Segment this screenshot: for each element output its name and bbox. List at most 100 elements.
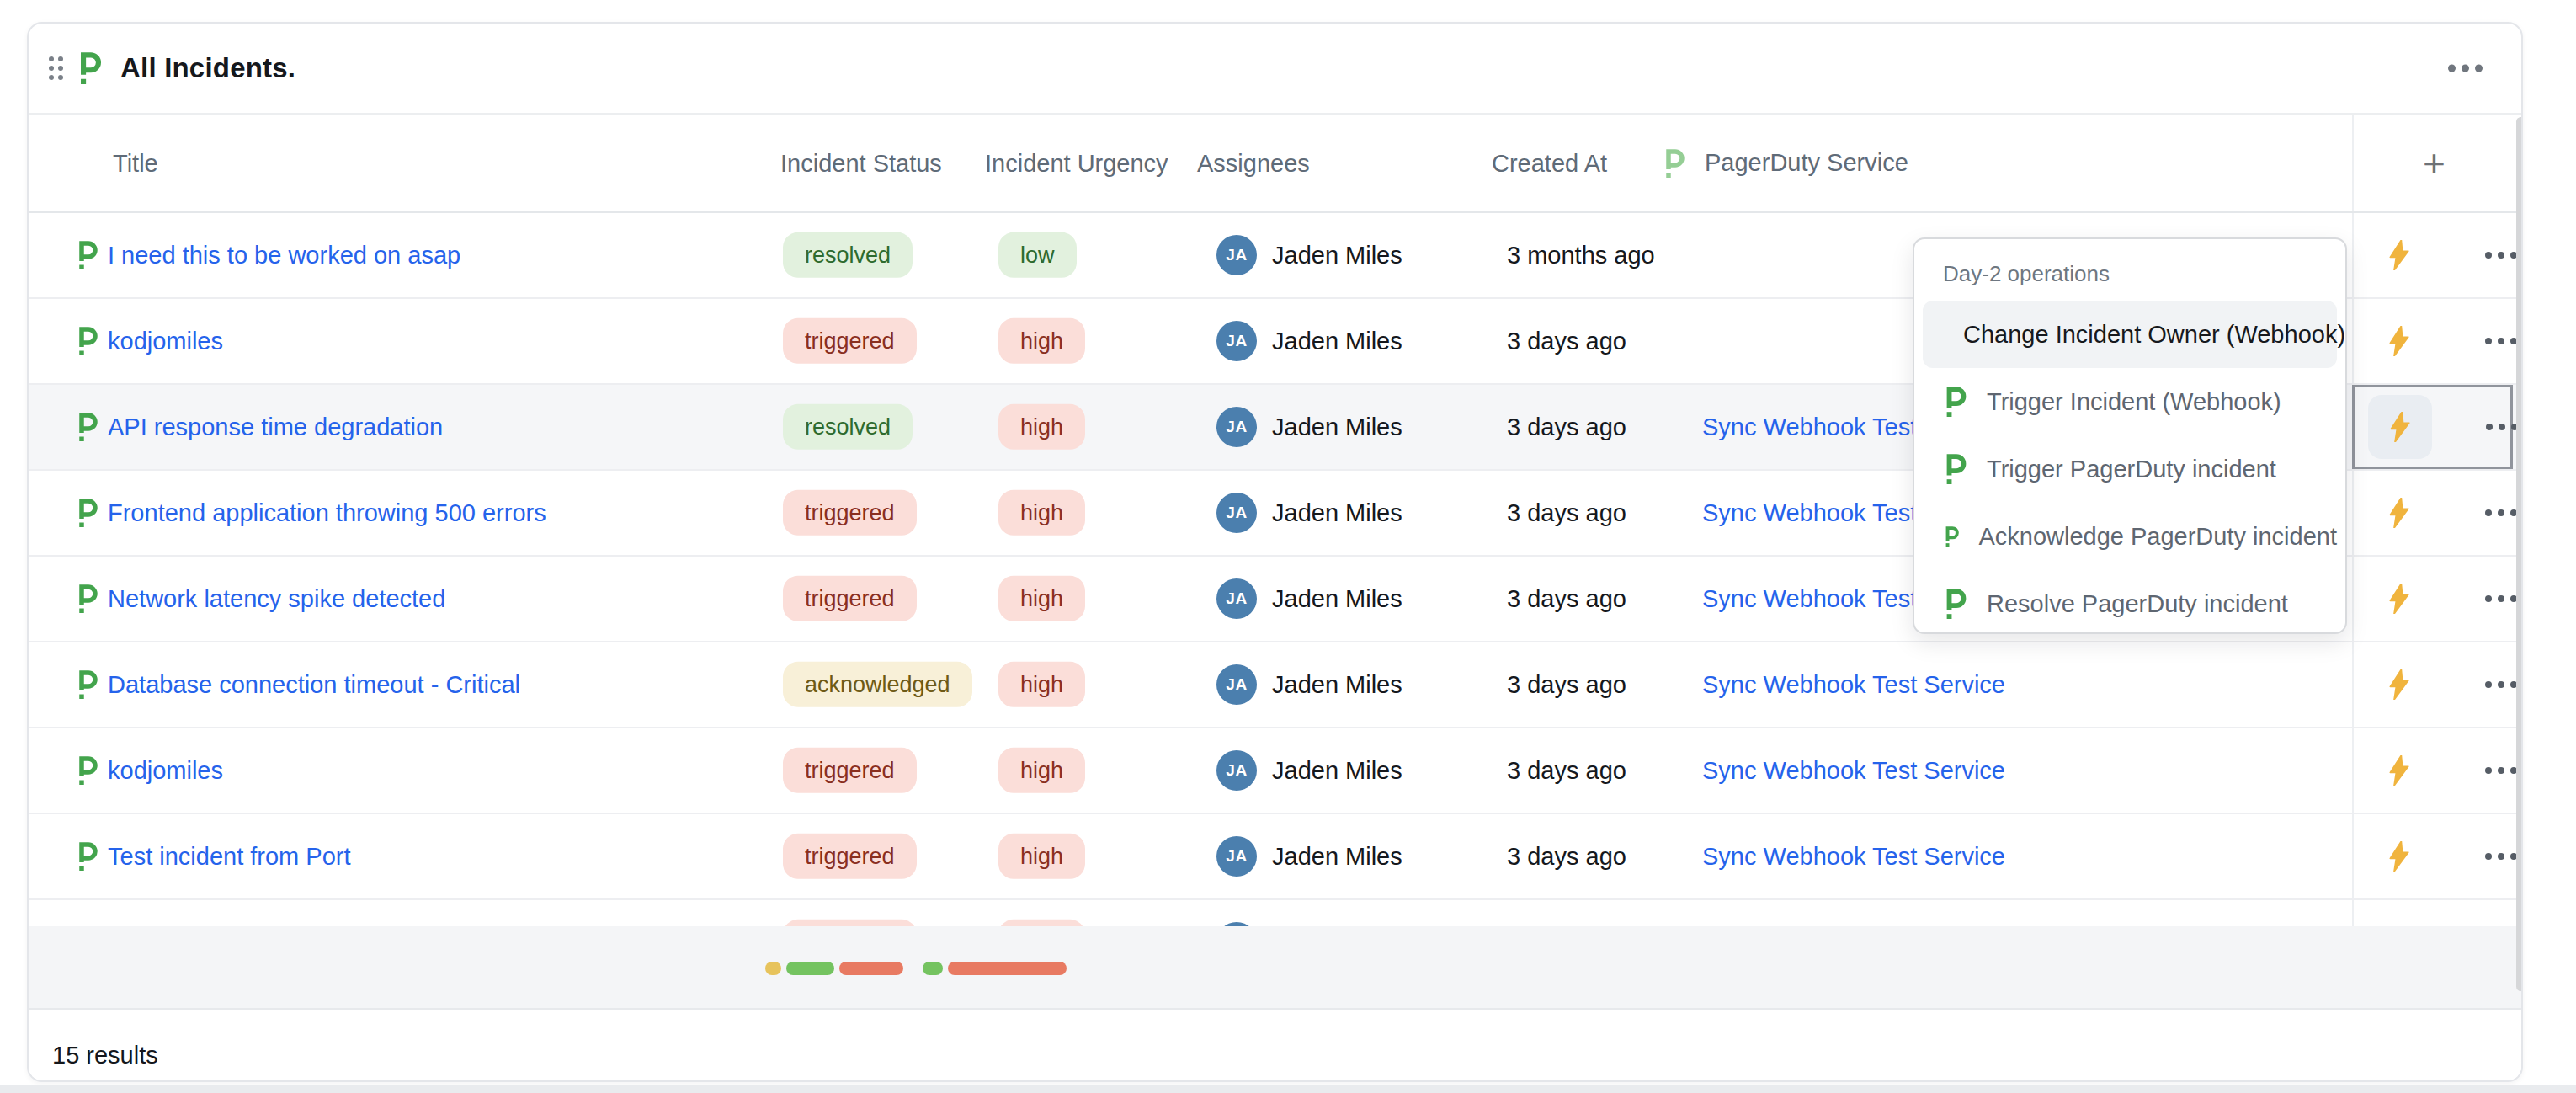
incident-urgency-cell: high xyxy=(998,748,1085,793)
run-action-button[interactable] xyxy=(2367,824,2431,888)
run-action-button[interactable] xyxy=(2367,653,2431,717)
column-header-assignees[interactable]: Assignees xyxy=(1197,149,1310,177)
pagerduty-service-link[interactable]: Sync Webhook Test Service xyxy=(1702,757,2005,785)
urgency-badge: high xyxy=(998,404,1085,450)
incident-title-link[interactable]: kodjomiles xyxy=(108,757,223,785)
created-at: 3 days ago xyxy=(1507,671,1626,699)
incident-title-link[interactable]: I need this to be worked on asap xyxy=(108,242,460,269)
pagerduty-service-link[interactable]: Sync Webhook Test Service xyxy=(1702,843,2005,871)
incident-urgency-cell: high xyxy=(998,490,1085,536)
incident-urgency-cell: high xyxy=(998,404,1085,450)
table-row[interactable]: kodjomiles triggered high JA Jaden Miles… xyxy=(29,728,2521,814)
incident-title-link[interactable]: Database connection timeout - Critical xyxy=(108,671,520,699)
lightning-bolt-icon xyxy=(2389,412,2411,442)
add-column-cell: + xyxy=(2352,115,2515,211)
widget-menu-button[interactable] xyxy=(2443,60,2488,77)
pagerduty-service-link[interactable]: Sync Webhook Test Service xyxy=(1702,671,2005,699)
menu-item-label: Trigger PagerDuty incident xyxy=(1987,456,2276,483)
distribution-pill xyxy=(923,962,943,975)
status-badge: triggered xyxy=(783,834,917,879)
column-header-created-at[interactable]: Created At xyxy=(1492,149,1607,177)
distribution-pill xyxy=(839,962,903,975)
created-at: 3 days ago xyxy=(1507,413,1626,441)
avatar: JA xyxy=(1216,750,1257,791)
incident-title-link[interactable]: Frontend application throwing 500 errors xyxy=(108,499,546,527)
menu-item-trigger-pagerduty-incident[interactable]: Trigger PagerDuty incident xyxy=(1923,435,2337,503)
row-actions-cell xyxy=(2352,642,2513,727)
table-row[interactable]: triggered high JA xyxy=(29,900,2521,926)
lightning-bolt-icon xyxy=(2388,841,2410,872)
status-badge: triggered xyxy=(783,576,917,621)
lightning-bolt-icon xyxy=(2388,498,2410,528)
assignees-cell: JA Jaden Miles xyxy=(1216,750,1402,791)
pagerduty-icon xyxy=(77,756,99,785)
incident-urgency-cell: high xyxy=(998,318,1085,364)
run-action-button[interactable] xyxy=(2368,395,2432,459)
menu-item-label: Acknowledge PagerDuty incident xyxy=(1978,523,2337,551)
incident-title-link[interactable]: Test incident from Port xyxy=(108,843,351,871)
run-action-button[interactable] xyxy=(2367,567,2431,631)
row-actions-cell xyxy=(2352,385,2513,469)
dashboard-canvas: All Incidents. Title Incident Status Inc… xyxy=(0,0,2576,1093)
vertical-scrollbar[interactable] xyxy=(2516,117,2523,991)
avatar: JA xyxy=(1216,493,1257,533)
avatar: JA xyxy=(1216,407,1257,447)
assignee-name: Jaden Miles xyxy=(1272,413,1402,441)
created-at: 3 days ago xyxy=(1507,499,1626,527)
row-actions-cell xyxy=(2352,471,2513,555)
column-header-pagerduty-service[interactable]: PagerDuty Service xyxy=(1664,149,1908,178)
run-action-button[interactable] xyxy=(2367,223,2431,287)
incident-urgency-cell: high xyxy=(998,920,1085,926)
run-action-button[interactable] xyxy=(2367,309,2431,373)
avatar: JA xyxy=(1216,664,1257,705)
widget-title: All Incidents. xyxy=(120,52,295,84)
assignee-name: Jaden Miles xyxy=(1272,757,1402,785)
summary-band xyxy=(29,926,2521,1010)
pagerduty-icon xyxy=(77,413,99,441)
row-actions-cell xyxy=(2352,299,2513,383)
pagerduty-icon xyxy=(77,842,99,871)
incident-status-cell: triggered xyxy=(783,834,917,879)
pagerduty-icon xyxy=(77,499,99,527)
run-action-button[interactable] xyxy=(2367,481,2431,545)
avatar: JA xyxy=(1216,578,1257,619)
lightning-bolt-icon xyxy=(2388,240,2410,270)
menu-item-change-incident-owner[interactable]: Change Incident Owner (Webhook) xyxy=(1923,301,2337,368)
menu-item-acknowledge-pagerduty-incident[interactable]: Acknowledge PagerDuty incident xyxy=(1923,503,2337,570)
table-row[interactable]: Test incident from Port triggered high J… xyxy=(29,814,2521,900)
drag-handle-icon[interactable] xyxy=(49,56,63,80)
avatar: JA xyxy=(1216,321,1257,361)
incident-title-link[interactable]: kodjomiles xyxy=(108,328,223,355)
widget-footer: 15 results xyxy=(29,1010,2521,1082)
incident-status-cell: triggered xyxy=(783,318,917,364)
menu-item-resolve-pagerduty-incident[interactable]: Resolve PagerDuty incident xyxy=(1923,570,2337,637)
incident-title-link[interactable]: Network latency spike detected xyxy=(108,585,445,613)
urgency-badge: high xyxy=(998,748,1085,793)
day2-operations-menu: Day-2 operations Change Incident Owner (… xyxy=(1913,237,2347,634)
incident-status-cell: triggered xyxy=(783,490,917,536)
pagerduty-icon xyxy=(1945,387,1968,417)
status-badge: triggered xyxy=(783,920,917,926)
assignees-cell: JA Jaden Miles xyxy=(1216,836,1402,877)
table-row[interactable]: Database connection timeout - Critical a… xyxy=(29,642,2521,728)
incident-urgency-cell: high xyxy=(998,834,1085,879)
urgency-badge: low xyxy=(998,232,1077,278)
column-header-incident-urgency[interactable]: Incident Urgency xyxy=(985,149,1168,177)
menu-item-trigger-incident-webhook[interactable]: Trigger Incident (Webhook) xyxy=(1923,368,2337,435)
urgency-distribution-bar xyxy=(923,962,1067,975)
menu-item-label: Trigger Incident (Webhook) xyxy=(1987,388,2281,416)
lightning-bolt-icon xyxy=(2388,669,2410,700)
table-header-row: Title Incident Status Incident Urgency A… xyxy=(29,115,2521,213)
urgency-badge: high xyxy=(998,834,1085,879)
assignees-cell: JA Jaden Miles xyxy=(1216,235,1402,275)
row-actions-cell xyxy=(2352,814,2513,898)
incident-title-link[interactable]: API response time degradation xyxy=(108,413,443,441)
column-header-incident-status[interactable]: Incident Status xyxy=(780,149,942,177)
column-header-title[interactable]: Title xyxy=(113,149,158,177)
run-action-button[interactable] xyxy=(2367,738,2431,802)
status-badge: triggered xyxy=(783,318,917,364)
assignee-name: Jaden Miles xyxy=(1272,671,1402,699)
column-header-label: PagerDuty Service xyxy=(1705,149,1908,177)
lightning-bolt-icon xyxy=(2388,326,2410,356)
add-column-button[interactable]: + xyxy=(2411,141,2457,186)
